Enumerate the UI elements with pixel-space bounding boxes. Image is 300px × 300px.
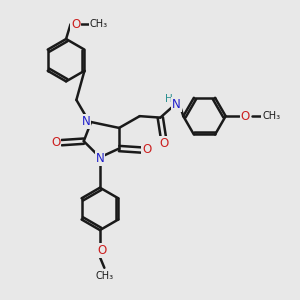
- Text: H: H: [165, 94, 173, 104]
- Text: CH₃: CH₃: [89, 19, 107, 29]
- Text: N: N: [96, 152, 104, 165]
- Text: N: N: [172, 98, 181, 111]
- Text: O: O: [241, 110, 250, 123]
- Text: O: O: [159, 137, 169, 150]
- Text: O: O: [51, 136, 60, 149]
- Text: N: N: [81, 115, 90, 128]
- Text: CH₃: CH₃: [262, 111, 280, 121]
- Text: CH₃: CH₃: [95, 271, 113, 281]
- Text: O: O: [71, 18, 80, 31]
- Text: O: O: [98, 244, 107, 256]
- Text: O: O: [142, 143, 152, 157]
